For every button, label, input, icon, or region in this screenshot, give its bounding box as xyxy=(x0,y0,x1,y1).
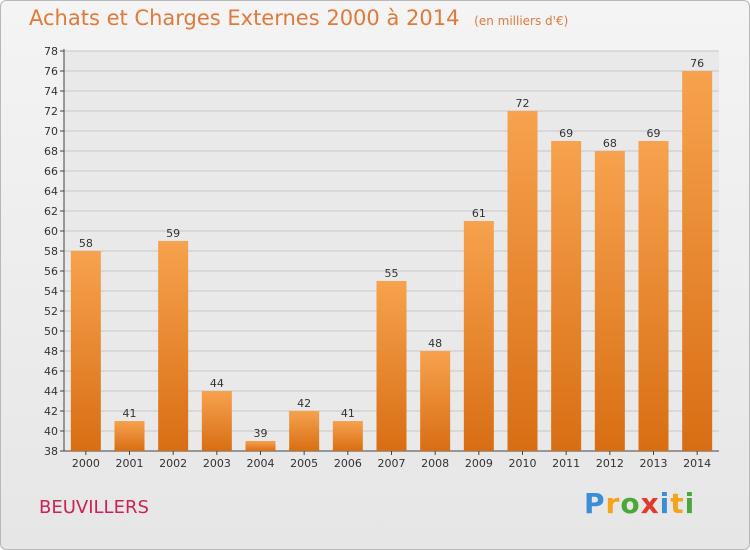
x-tick-label-2009: 2009 xyxy=(465,457,493,470)
data-label-2013: 69 xyxy=(647,127,661,140)
data-label-2008: 48 xyxy=(428,337,442,350)
x-tick-label-2010: 2010 xyxy=(509,457,537,470)
y-tick-label: 44 xyxy=(44,385,58,398)
logo-letter: i xyxy=(684,487,696,520)
x-tick-label-2011: 2011 xyxy=(552,457,580,470)
bar-2002 xyxy=(158,241,189,451)
x-tick-label-2008: 2008 xyxy=(421,457,449,470)
y-tick-label: 62 xyxy=(44,205,58,218)
bar-2000 xyxy=(70,251,101,451)
bar-2008 xyxy=(420,351,451,451)
data-label-2014: 76 xyxy=(690,57,704,70)
data-label-2003: 44 xyxy=(210,377,224,390)
bar-2007 xyxy=(376,281,407,451)
data-label-2004: 39 xyxy=(254,427,268,440)
bar-2014 xyxy=(682,71,713,451)
data-label-2002: 59 xyxy=(166,227,180,240)
data-label-2010: 72 xyxy=(516,97,530,110)
x-tick-label-2002: 2002 xyxy=(159,457,187,470)
logo-letter: x xyxy=(640,487,660,520)
x-tick-label-2013: 2013 xyxy=(640,457,668,470)
data-label-2009: 61 xyxy=(472,207,486,220)
bar-2011 xyxy=(551,141,582,451)
data-label-2005: 42 xyxy=(297,397,311,410)
data-label-2007: 55 xyxy=(385,267,399,280)
y-tick-label: 64 xyxy=(44,185,58,198)
chart-subtitle: (en milliers d'€) xyxy=(474,14,569,28)
y-tick-label: 72 xyxy=(44,105,58,118)
y-tick-label: 74 xyxy=(44,85,58,98)
x-tick-label-2005: 2005 xyxy=(290,457,318,470)
bar-2013 xyxy=(638,141,669,451)
y-tick-label: 38 xyxy=(44,445,58,458)
y-tick-label: 54 xyxy=(44,285,58,298)
x-tick-label-2001: 2001 xyxy=(116,457,144,470)
x-tick-label-2012: 2012 xyxy=(596,457,624,470)
logo-letter: r xyxy=(605,487,621,520)
x-tick-label-2003: 2003 xyxy=(203,457,231,470)
logo-letter: P xyxy=(584,487,606,520)
y-tick-label: 60 xyxy=(44,225,58,238)
data-label-2011: 69 xyxy=(559,127,573,140)
bar-2004 xyxy=(245,441,276,451)
data-label-2000: 58 xyxy=(79,237,93,250)
data-label-2006: 41 xyxy=(341,407,355,420)
y-tick-label: 52 xyxy=(44,305,58,318)
bar-2006 xyxy=(332,421,363,451)
y-tick-label: 70 xyxy=(44,125,58,138)
y-tick-label: 76 xyxy=(44,65,58,78)
bar-2001 xyxy=(114,421,145,451)
bar-2009 xyxy=(463,221,494,451)
bar-2010 xyxy=(507,111,538,451)
data-label-2001: 41 xyxy=(123,407,137,420)
y-tick-label: 58 xyxy=(44,245,58,258)
x-tick-label-2014: 2014 xyxy=(683,457,711,470)
logo-letter: t xyxy=(670,487,685,520)
chart-title-text: Achats et Charges Externes 2000 à 2014 xyxy=(29,6,460,30)
x-tick-label-2006: 2006 xyxy=(334,457,362,470)
bar-2003 xyxy=(201,391,232,451)
data-label-2012: 68 xyxy=(603,137,617,150)
bar-2005 xyxy=(289,411,320,451)
proxiti-logo: Proxiti xyxy=(584,487,695,520)
chart-title: Achats et Charges Externes 2000 à 2014 (… xyxy=(29,6,568,30)
y-tick-label: 56 xyxy=(44,265,58,278)
location-label: BEUVILLERS xyxy=(39,497,149,518)
y-tick-label: 66 xyxy=(44,165,58,178)
y-tick-label: 48 xyxy=(44,345,58,358)
y-tick-label: 50 xyxy=(44,325,58,338)
y-tick-label: 40 xyxy=(44,425,58,438)
x-tick-label-2004: 2004 xyxy=(247,457,275,470)
logo-letter: o xyxy=(620,487,641,520)
y-tick-label: 68 xyxy=(44,145,58,158)
y-tick-label: 78 xyxy=(44,45,58,58)
logo-letter: i xyxy=(659,487,671,520)
x-tick-label-2007: 2007 xyxy=(378,457,406,470)
y-tick-label: 42 xyxy=(44,405,58,418)
x-tick-label-2000: 2000 xyxy=(72,457,100,470)
bar-2012 xyxy=(594,151,625,451)
y-tick-label: 46 xyxy=(44,365,58,378)
